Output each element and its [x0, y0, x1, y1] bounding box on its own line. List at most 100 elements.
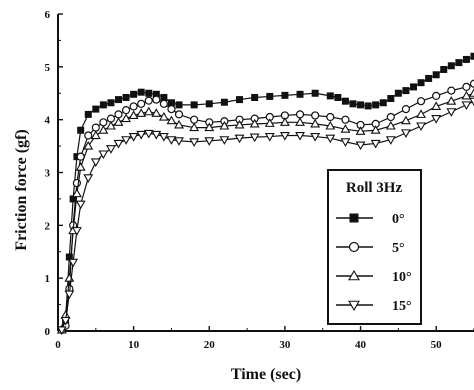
- data-point-triangle-down: [107, 146, 115, 153]
- x-tick-label: 20: [204, 339, 216, 351]
- data-point-triangle-up: [145, 108, 153, 115]
- data-point-circle: [160, 100, 167, 107]
- legend-label: 15°: [392, 299, 412, 314]
- data-point-circle: [145, 97, 152, 104]
- data-point-square: [441, 66, 447, 72]
- data-point-square: [456, 60, 462, 66]
- data-point-triangle-down: [357, 142, 365, 149]
- data-point-circle: [153, 96, 160, 103]
- legend: Roll 3Hz 0° 5° 10° 15°: [328, 170, 421, 324]
- data-point-square: [206, 101, 212, 107]
- y-tick-label: 0: [45, 326, 51, 338]
- data-point-square: [85, 111, 91, 117]
- data-point-circle: [418, 98, 425, 105]
- data-point-triangle-down: [462, 102, 470, 109]
- data-point-triangle-up: [77, 163, 85, 170]
- data-point-square: [176, 102, 182, 108]
- data-point-square: [191, 102, 197, 108]
- data-point-triangle-down: [417, 123, 425, 130]
- y-tick-label: 1: [45, 273, 51, 285]
- data-point-square: [463, 56, 469, 62]
- data-point-circle: [471, 80, 474, 87]
- data-point-triangle-down: [84, 175, 92, 182]
- data-point-triangle-up: [417, 110, 425, 117]
- data-point-square: [252, 94, 258, 100]
- data-point-triangle-up: [160, 113, 168, 120]
- data-point-square: [123, 94, 129, 100]
- data-point-square: [448, 63, 454, 69]
- x-tick-label: 30: [279, 339, 291, 351]
- data-point-circle: [350, 243, 359, 252]
- data-point-circle: [433, 92, 440, 99]
- data-point-triangle-down: [77, 201, 85, 208]
- data-point-circle: [402, 106, 409, 113]
- data-point-square: [373, 102, 379, 108]
- data-point-triangle-down: [115, 140, 123, 147]
- data-point-circle: [85, 132, 92, 139]
- data-point-square: [380, 100, 386, 106]
- data-point-triangle-down: [447, 109, 455, 116]
- data-point-square: [350, 101, 356, 107]
- data-point-square: [146, 90, 152, 96]
- data-point-circle: [191, 116, 198, 123]
- data-point-square: [100, 102, 106, 108]
- data-point-circle: [463, 83, 470, 90]
- data-point-triangle-down: [92, 159, 100, 166]
- data-point-circle: [297, 111, 304, 118]
- x-tick-label: 10: [128, 339, 140, 351]
- data-point-circle: [92, 124, 99, 131]
- x-tick-label: 40: [355, 339, 367, 351]
- legend-title: Roll 3Hz: [346, 180, 403, 196]
- data-point-square: [161, 94, 167, 100]
- x-tick-label: 0: [55, 339, 61, 351]
- data-point-square: [221, 99, 227, 105]
- data-point-triangle-down: [402, 130, 410, 137]
- data-point-triangle-down: [130, 134, 138, 141]
- data-point-square: [237, 97, 243, 103]
- x-tick-label: 50: [431, 339, 443, 351]
- data-point-square: [342, 98, 348, 104]
- data-point-square: [168, 100, 174, 106]
- data-point-square: [297, 91, 303, 97]
- data-point-triangle-up: [167, 117, 175, 124]
- data-point-triangle-up: [99, 126, 107, 133]
- data-point-circle: [312, 112, 319, 119]
- data-point-circle: [123, 107, 130, 114]
- data-point-circle: [115, 111, 122, 118]
- data-point-square: [388, 96, 394, 102]
- data-point-square: [108, 100, 114, 106]
- data-point-square: [131, 91, 137, 97]
- data-point-triangle-up: [115, 118, 123, 125]
- legend-label: 5°: [392, 241, 405, 256]
- data-point-square: [418, 80, 424, 86]
- data-point-triangle-up: [122, 115, 130, 122]
- data-point-square: [312, 90, 318, 96]
- data-point-circle: [176, 111, 183, 118]
- data-point-square: [93, 106, 99, 112]
- data-point-triangle-down: [432, 116, 440, 123]
- data-point-circle: [130, 103, 137, 110]
- legend-label: 10°: [392, 270, 412, 285]
- data-point-circle: [168, 106, 175, 113]
- data-point-circle: [342, 116, 349, 123]
- data-point-triangle-up: [402, 117, 410, 124]
- data-point-square: [350, 214, 358, 222]
- data-point-square: [410, 84, 416, 90]
- data-point-triangle-up: [107, 122, 115, 129]
- data-point-circle: [327, 114, 334, 121]
- data-point-square: [365, 103, 371, 109]
- y-tick-label: 6: [45, 9, 51, 21]
- y-tick-label: 5: [45, 62, 51, 74]
- data-point-square: [433, 72, 439, 78]
- data-point-circle: [138, 100, 145, 107]
- data-point-square: [403, 88, 409, 94]
- data-point-triangle-up: [175, 121, 183, 128]
- data-point-square: [358, 102, 364, 108]
- data-point-circle: [100, 119, 107, 126]
- data-point-square: [395, 90, 401, 96]
- legend-label: 0°: [392, 212, 405, 227]
- data-point-triangle-down: [190, 139, 198, 146]
- data-point-circle: [448, 87, 455, 94]
